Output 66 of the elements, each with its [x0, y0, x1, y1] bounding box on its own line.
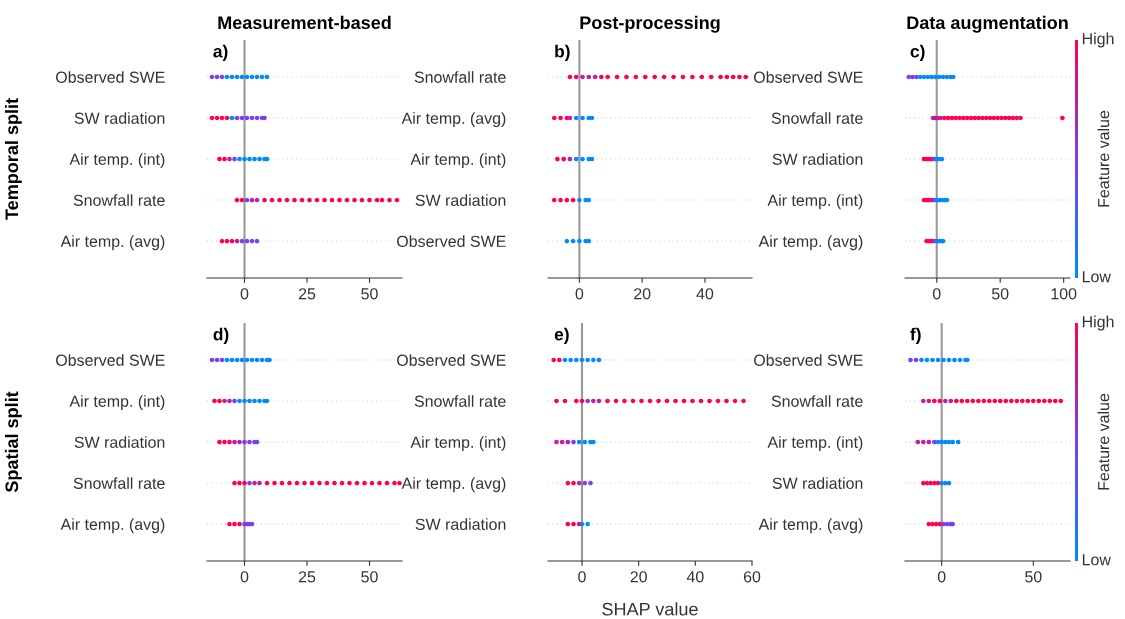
- y-tick-label: SW radiation: [772, 477, 863, 489]
- y-tick-label: SW radiation: [415, 194, 506, 206]
- color-bar-title: Feature value: [1097, 110, 1110, 207]
- y-tick-label: Snowfall rate: [414, 395, 506, 407]
- chart-title: Data augmentation: [907, 15, 1068, 33]
- chart-title: Post-processing: [580, 15, 720, 33]
- x-tick-label: 20: [630, 571, 647, 583]
- y-tick-label: Snowfall rate: [73, 194, 165, 206]
- y-tick-label: Air temp. (int): [767, 436, 863, 452]
- x-tick-label: 100: [1051, 288, 1077, 300]
- x-tick-label: 0: [240, 571, 249, 583]
- x-tick-label: 40: [686, 571, 704, 583]
- x-tick-label: 25: [298, 288, 316, 300]
- y-tick-label: SW radiation: [74, 436, 165, 448]
- y-tick-label: Air temp. (avg): [60, 235, 165, 251]
- x-tick-label: 50: [361, 571, 378, 583]
- annotation: f): [910, 327, 921, 344]
- y-tick-label: Observed SWE: [754, 71, 863, 83]
- text: Low: [1082, 554, 1111, 566]
- x-tick-label: 40: [696, 288, 714, 300]
- y-tick-label: Air temp. (int): [410, 436, 506, 452]
- x-tick-label: 0: [937, 571, 946, 583]
- y-tick-label: Air temp. (int): [767, 194, 863, 210]
- color-bar-title: Feature value: [1097, 393, 1110, 490]
- x-tick-label: 50: [1025, 571, 1042, 583]
- annotation: e): [554, 327, 569, 344]
- y-tick-label: Snowfall rate: [771, 395, 863, 407]
- y-tick-label: Observed SWE: [397, 235, 506, 248]
- x-tick-label: 60: [743, 571, 761, 583]
- x-tick-label: 0: [240, 288, 249, 300]
- y-tick-label: SW radiation: [74, 112, 165, 124]
- y-tick-label: Observed SWE: [397, 354, 506, 366]
- y-tick-label: Observed SWE: [754, 354, 863, 366]
- x-tick-label: 50: [991, 288, 1009, 300]
- y-tick-label: Air temp. (int): [69, 395, 165, 411]
- annotation: b): [555, 44, 570, 61]
- y-tick-label: Air temp. (avg): [60, 518, 165, 534]
- annotation: c): [910, 44, 925, 61]
- y-tick-label: Air temp. (avg): [758, 235, 863, 251]
- y-tick-label: Air temp. (avg): [401, 112, 506, 128]
- y-tick-label: Air temp. (avg): [758, 518, 863, 534]
- text: High: [1082, 32, 1114, 48]
- x-tick-label: 50: [361, 288, 378, 300]
- x-tick-label: 0: [575, 288, 584, 300]
- annotation: d): [213, 327, 229, 344]
- text: High: [1082, 315, 1114, 331]
- y-tick-label: Air temp. (int): [410, 153, 506, 169]
- y-tick-label: Snowfall rate: [414, 71, 506, 83]
- x-tick-label: 20: [634, 288, 651, 300]
- y-tick-label: Snowfall rate: [771, 112, 863, 124]
- y-tick-label: Air temp. (int): [69, 153, 165, 169]
- x-tick-label: 0: [932, 288, 941, 300]
- chart-title: Measurement-based: [218, 15, 391, 30]
- x-tick-label: 25: [298, 571, 316, 583]
- y-axis-title: Spatial split: [4, 391, 22, 493]
- y-tick-label: SW radiation: [415, 518, 506, 531]
- y-tick-label: Air temp. (avg): [401, 477, 506, 493]
- x-axis-title: SHAP value: [602, 602, 698, 616]
- y-tick-label: Observed SWE: [56, 354, 165, 366]
- y-tick-label: SW radiation: [772, 153, 863, 165]
- y-axis-title: Temporal split: [4, 98, 22, 220]
- y-tick-label: Observed SWE: [56, 71, 165, 83]
- annotation: a): [213, 44, 228, 61]
- text: Low: [1082, 271, 1111, 283]
- y-tick-label: Snowfall rate: [73, 477, 165, 489]
- x-tick-label: 0: [578, 571, 586, 583]
